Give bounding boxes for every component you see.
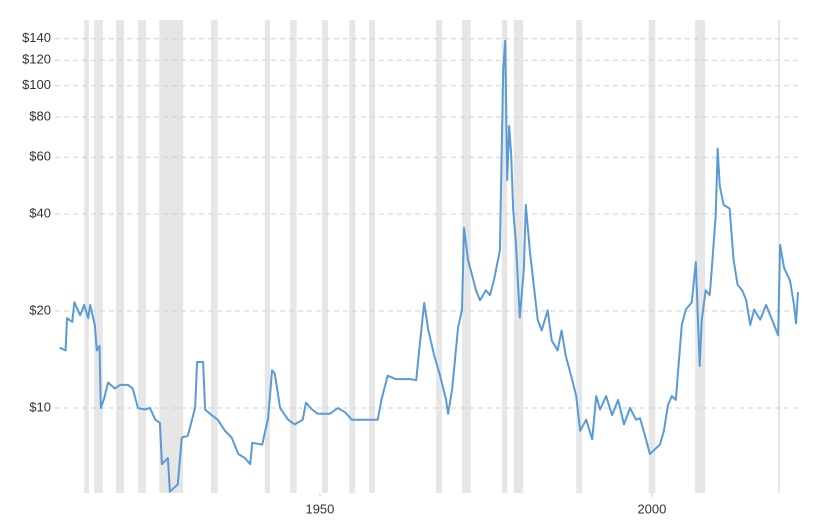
y-tick-label: $80: [29, 108, 51, 123]
recession-band: [462, 20, 471, 493]
recession-band: [513, 20, 524, 493]
y-tick-label: $100: [22, 77, 51, 92]
y-tick-label: $40: [29, 205, 51, 220]
recession-band: [501, 20, 508, 493]
recession-band: [648, 20, 656, 493]
recession-band: [576, 20, 583, 493]
recession-band: [94, 20, 103, 493]
recession-band: [84, 20, 89, 493]
recession-band: [137, 20, 146, 493]
recession-band: [321, 20, 328, 493]
price-line: [59, 39, 799, 493]
recession-band: [349, 20, 356, 493]
recession-band: [264, 20, 271, 493]
x-tick-label: 1950: [305, 501, 334, 516]
y-tick-label: $60: [29, 149, 51, 164]
recession-band: [369, 20, 376, 493]
recession-band: [695, 20, 706, 493]
x-tick-label: 2000: [637, 501, 666, 516]
recession-band: [159, 20, 184, 493]
recession-band: [290, 20, 297, 493]
y-tick-label: $140: [22, 30, 51, 45]
recession-band: [211, 20, 218, 493]
y-tick-label: $120: [22, 52, 51, 67]
recession-band: [436, 20, 443, 493]
y-tick-label: $10: [29, 399, 51, 414]
y-tick-label: $20: [29, 302, 51, 317]
recession-band: [116, 20, 125, 493]
